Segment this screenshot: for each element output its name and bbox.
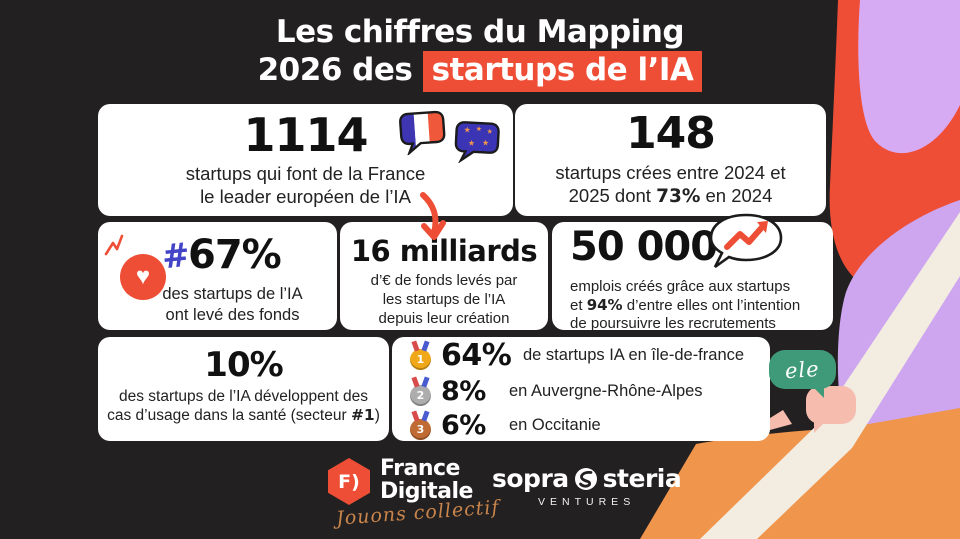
card-new-startups: 148 startups crées entre 2024 et 2025 do… — [515, 104, 826, 216]
card-total-funds: 16 milliards d’€ de fonds levés par les … — [340, 222, 548, 330]
stat-description: startups qui font de la France le leader… — [185, 163, 426, 208]
stat-description: des startups de l’IA ont levé des fonds — [162, 285, 303, 324]
title-line1: Les chiffres du Mapping — [275, 14, 685, 50]
down-arrow-icon — [420, 192, 446, 240]
region-label: en Auvergne-Rhône-Alpes — [509, 381, 703, 400]
title-line2: 2026 des startups de l’IA — [0, 51, 960, 93]
region-value: 64% — [441, 337, 512, 373]
hash-symbol: # — [160, 234, 192, 277]
stat-value: 16 milliards — [350, 234, 538, 268]
card-fundraising-share: ♥ # 67% des startups de l’IA ont levé de… — [98, 222, 337, 330]
gold-medal-icon: 1 — [410, 349, 431, 370]
svg-text:★: ★ — [463, 125, 471, 134]
steria-wordmark: steria — [602, 464, 682, 493]
french-flag-bubble-icon — [399, 110, 446, 156]
svg-text:★: ★ — [482, 138, 490, 147]
stat-value: 50 000 — [570, 224, 718, 270]
stat-value: 10% — [204, 345, 283, 385]
ele-handwriting-text: ele — [784, 356, 821, 383]
stat-value: 1114 — [243, 108, 368, 162]
green-speech-bubble-icon: ele — [769, 350, 836, 398]
region-value: 8% — [441, 375, 486, 407]
region-value: 6% — [441, 409, 486, 441]
france-digitale-logo-icon: F) — [328, 458, 370, 505]
card-france-leader: 1114 startups qui font de la France le l… — [98, 104, 513, 216]
svg-text:★: ★ — [475, 125, 482, 133]
ventures-label: VENTURES — [538, 496, 636, 508]
eu-flag-bubble-icon: ★ ★ ★ ★ ★ — [454, 121, 500, 164]
spark-icon — [104, 234, 124, 256]
title-line2-prefix: 2026 des — [257, 52, 423, 89]
title-highlight: startups de l’IA — [422, 51, 703, 93]
stat-description: startups crées entre 2024 et 2025 dont 7… — [555, 162, 786, 208]
stat-description: emplois créés grâce aux startups et 94% … — [570, 278, 801, 332]
stat-description: d’€ de fonds levés par les startups de l… — [370, 272, 518, 328]
svg-text:★: ★ — [486, 127, 493, 135]
silver-medal-icon: 2 — [410, 385, 431, 406]
card-regions-ranking: 1 64% de startups IA en île-de-france 2 … — [392, 337, 770, 441]
card-health-sector: 10% des startups de l’IA développent des… — [98, 337, 389, 441]
footer: F) France Digitale Jouons collectif sopr… — [0, 452, 960, 539]
sopra-steria-swirl-icon — [574, 467, 597, 490]
sopra-steria-logo: sopra steria VENTURES — [492, 464, 682, 508]
france-digitale-tagline: Jouons collectif — [335, 496, 501, 530]
page-title: Les chiffres du Mapping 2026 des startup… — [0, 14, 960, 93]
card-jobs: 50 000 emplois créés grâce aux startups … — [552, 213, 833, 332]
sopra-wordmark: sopra — [492, 464, 569, 493]
svg-text:★: ★ — [468, 139, 476, 148]
stat-value: 148 — [626, 108, 716, 159]
stat-description: des startups de l’IA développent des cas… — [107, 388, 380, 425]
region-label: de startups IA en île-de-france — [523, 345, 745, 364]
bronze-medal-icon: 3 — [410, 419, 431, 440]
trend-chart-bubble-icon — [709, 213, 783, 269]
region-rank-row: 1 64% de startups IA en île-de-france — [410, 338, 770, 373]
france-digitale-wordmark: France Digitale — [380, 456, 473, 505]
region-rank-row: 3 6% en Occitanie — [410, 410, 770, 441]
stat-value: 67% — [188, 232, 282, 278]
region-rank-row: 2 8% en Auvergne-Rhône-Alpes — [410, 376, 770, 407]
heart-icon: ♥ — [120, 254, 166, 300]
region-label: en Occitanie — [509, 415, 601, 434]
